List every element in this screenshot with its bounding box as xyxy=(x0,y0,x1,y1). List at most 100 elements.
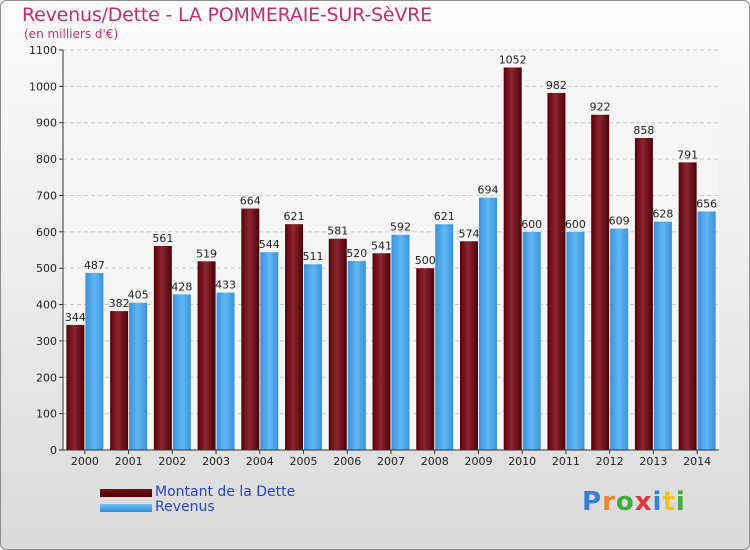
data-label-dette: 791 xyxy=(677,148,698,161)
logo-letter: i xyxy=(652,487,663,517)
bar-dette xyxy=(678,162,697,450)
data-label-revenus: 600 xyxy=(521,218,542,231)
data-label-revenus: 600 xyxy=(565,218,586,231)
y-tick-label: 500 xyxy=(36,262,57,275)
bar-dette xyxy=(328,238,347,450)
bar-dette xyxy=(66,324,85,450)
x-tick-label: 2006 xyxy=(333,455,361,468)
y-tick-label: 800 xyxy=(36,153,57,166)
bar-revenus xyxy=(435,224,454,450)
y-tick-label: 0 xyxy=(50,444,57,457)
bar-dette xyxy=(110,311,129,450)
bar-revenus xyxy=(610,228,629,450)
bar-revenus xyxy=(653,221,672,450)
logo-letter: x xyxy=(634,487,653,517)
bar-dette xyxy=(459,241,478,450)
data-label-revenus: 544 xyxy=(259,238,280,251)
x-tick-label: 2009 xyxy=(464,455,492,468)
bar-dette xyxy=(197,261,216,450)
data-label-revenus: 433 xyxy=(215,279,236,292)
data-label-revenus: 520 xyxy=(346,247,367,260)
bar-revenus xyxy=(566,231,585,450)
legend-swatch-dette xyxy=(100,489,152,497)
x-tick-label: 2000 xyxy=(71,455,99,468)
data-label-dette: 541 xyxy=(371,239,392,252)
bar-revenus xyxy=(216,292,235,450)
x-tick-label: 2001 xyxy=(115,455,143,468)
data-label-dette: 500 xyxy=(415,254,436,267)
x-tick-label: 2013 xyxy=(639,455,667,468)
bar-revenus xyxy=(260,252,279,450)
bar-revenus xyxy=(304,264,323,450)
logo-letter: o xyxy=(615,487,635,517)
data-label-dette: 581 xyxy=(327,225,348,238)
bar-revenus xyxy=(129,302,148,450)
data-label-revenus: 621 xyxy=(434,210,455,223)
y-tick-label: 1000 xyxy=(29,80,57,93)
chart-title: Revenus/Dette - LA POMMERAIE-SUR-SèVRE xyxy=(22,4,432,26)
y-tick-label: 400 xyxy=(36,299,57,312)
bar-revenus xyxy=(85,272,104,450)
data-label-dette: 574 xyxy=(458,227,479,240)
bar-dette xyxy=(547,92,566,450)
proxiti-logo: Proxiti xyxy=(582,487,686,517)
bar-revenus xyxy=(347,260,366,450)
y-tick-label: 900 xyxy=(36,117,57,130)
bar-revenus xyxy=(522,231,541,450)
bar-revenus xyxy=(478,197,497,450)
y-tick-label: 1100 xyxy=(29,44,57,57)
logo-letter: i xyxy=(675,487,686,517)
data-label-dette: 1052 xyxy=(499,53,527,66)
plot-area xyxy=(63,50,719,450)
y-tick-label: 100 xyxy=(36,408,57,421)
data-label-revenus: 609 xyxy=(609,215,630,228)
data-label-dette: 664 xyxy=(240,195,261,208)
chart-subtitle: (en milliers d'€) xyxy=(24,27,119,41)
logo-letter: t xyxy=(662,487,676,517)
bar-dette xyxy=(416,268,435,450)
x-tick-label: 2012 xyxy=(596,455,624,468)
bar-dette xyxy=(372,253,391,450)
data-label-revenus: 511 xyxy=(303,250,324,263)
data-label-revenus: 405 xyxy=(128,289,149,302)
data-label-dette: 382 xyxy=(109,297,130,310)
x-tick-label: 2011 xyxy=(552,455,580,468)
data-label-revenus: 487 xyxy=(84,259,105,272)
y-tick-label: 300 xyxy=(36,335,57,348)
legend-label-dette: Montant de la Dette xyxy=(155,484,296,500)
bar-dette xyxy=(241,208,260,450)
y-tick-label: 200 xyxy=(36,371,57,384)
data-label-dette: 344 xyxy=(65,311,86,324)
x-tick-label: 2010 xyxy=(508,455,536,468)
data-label-revenus: 628 xyxy=(652,208,673,221)
legend-label-revenus: Revenus xyxy=(155,499,215,515)
x-tick-label: 2005 xyxy=(290,455,318,468)
data-label-dette: 561 xyxy=(152,232,173,245)
logo-letter: P xyxy=(582,487,603,517)
data-label-revenus: 592 xyxy=(390,221,411,234)
bar-revenus xyxy=(697,211,716,450)
bar-dette xyxy=(285,224,304,450)
bar-revenus xyxy=(391,234,410,450)
bar-revenus xyxy=(172,294,191,450)
x-tick-label: 2014 xyxy=(683,455,711,468)
data-label-dette: 621 xyxy=(284,210,305,223)
data-label-dette: 982 xyxy=(546,79,567,92)
data-label-revenus: 656 xyxy=(696,197,717,210)
x-tick-label: 2007 xyxy=(377,455,405,468)
data-label-dette: 922 xyxy=(590,101,611,114)
logo-letter: r xyxy=(602,487,616,517)
x-tick-label: 2008 xyxy=(421,455,449,468)
y-tick-label: 600 xyxy=(36,226,57,239)
legend-swatch-revenus xyxy=(100,504,152,512)
data-label-revenus: 428 xyxy=(171,280,192,293)
y-tick-label: 700 xyxy=(36,189,57,202)
x-tick-label: 2003 xyxy=(202,455,230,468)
x-tick-label: 2004 xyxy=(246,455,274,468)
bar-dette xyxy=(634,138,653,450)
bar-dette xyxy=(503,67,522,451)
data-label-revenus: 694 xyxy=(477,184,498,197)
data-label-dette: 519 xyxy=(196,247,217,260)
x-tick-label: 2002 xyxy=(158,455,186,468)
